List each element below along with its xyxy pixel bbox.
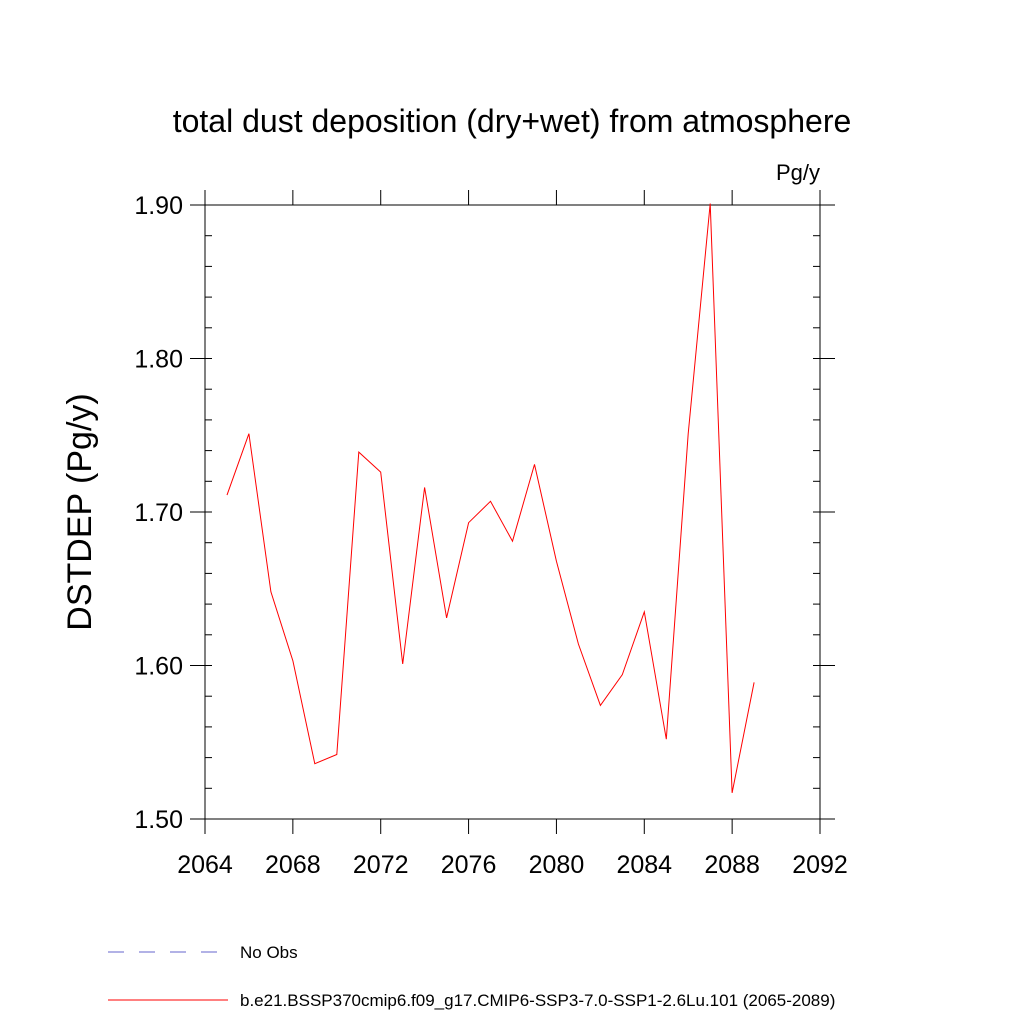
x-tick-label: 2080	[529, 851, 585, 879]
x-tick-label: 2076	[441, 851, 497, 879]
data-series	[226, 203, 755, 793]
x-tick-label: 2092	[792, 851, 848, 879]
y-tick-label: 1.50	[134, 806, 183, 834]
y-tick-label: 1.70	[134, 499, 183, 527]
x-tick-label: 2072	[353, 851, 409, 879]
x-tick-label: 2084	[616, 851, 672, 879]
x-tick-label: 2088	[704, 851, 760, 879]
legend-label: b.e21.BSSP370cmip6.f09_g17.CMIP6-SSP3-7.…	[240, 991, 835, 1010]
x-tick-label: 2068	[265, 851, 321, 879]
legend-label: No Obs	[240, 943, 298, 962]
legend: No Obs b.e21.BSSP370cmip6.f09_g17.CMIP6-S…	[108, 943, 835, 1010]
axis-ticks	[190, 190, 835, 834]
y-tick-label: 1.60	[134, 653, 183, 681]
y-axis-title: DSTDEP (Pg/y)	[61, 393, 99, 630]
x-tick-label: 2064	[177, 851, 233, 879]
plot-frame	[204, 204, 821, 820]
y-tick-label: 1.80	[134, 346, 183, 374]
axis-tick-labels: 2064 2068 2072 2076 2080 2084 2088 2092 1.50 1.60…	[134, 192, 847, 879]
y-tick-label: 1.90	[134, 192, 183, 220]
units-label: Pg/y	[776, 160, 820, 185]
chart-title: total dust deposition (dry+wet) from atm…	[173, 103, 852, 139]
series-line	[226, 203, 755, 793]
